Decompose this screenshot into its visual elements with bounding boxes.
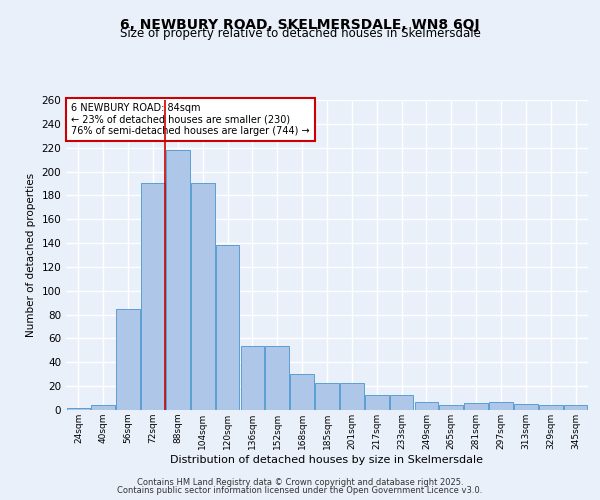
Bar bbox=[489, 402, 513, 410]
Text: Contains HM Land Registry data © Crown copyright and database right 2025.: Contains HM Land Registry data © Crown c… bbox=[137, 478, 463, 487]
Bar bbox=[439, 405, 463, 410]
Bar bbox=[265, 346, 289, 410]
Bar bbox=[365, 394, 389, 410]
Bar bbox=[116, 308, 140, 410]
Bar bbox=[564, 405, 587, 410]
Bar bbox=[514, 404, 538, 410]
Bar bbox=[141, 184, 165, 410]
Bar bbox=[539, 405, 563, 410]
Bar bbox=[241, 346, 264, 410]
Bar bbox=[464, 403, 488, 410]
Bar bbox=[340, 382, 364, 410]
Text: 6 NEWBURY ROAD: 84sqm
← 23% of detached houses are smaller (230)
76% of semi-det: 6 NEWBURY ROAD: 84sqm ← 23% of detached … bbox=[71, 103, 310, 136]
Text: Size of property relative to detached houses in Skelmersdale: Size of property relative to detached ho… bbox=[119, 28, 481, 40]
Text: Contains public sector information licensed under the Open Government Licence v3: Contains public sector information licen… bbox=[118, 486, 482, 495]
Bar bbox=[315, 382, 339, 410]
X-axis label: Distribution of detached houses by size in Skelmersdale: Distribution of detached houses by size … bbox=[170, 454, 484, 464]
Bar bbox=[191, 184, 215, 410]
Bar bbox=[390, 394, 413, 410]
Y-axis label: Number of detached properties: Number of detached properties bbox=[26, 173, 36, 337]
Bar bbox=[415, 402, 438, 410]
Text: 6, NEWBURY ROAD, SKELMERSDALE, WN8 6QJ: 6, NEWBURY ROAD, SKELMERSDALE, WN8 6QJ bbox=[120, 18, 480, 32]
Bar bbox=[67, 408, 90, 410]
Bar bbox=[166, 150, 190, 410]
Bar bbox=[91, 405, 115, 410]
Bar bbox=[290, 374, 314, 410]
Bar bbox=[216, 246, 239, 410]
